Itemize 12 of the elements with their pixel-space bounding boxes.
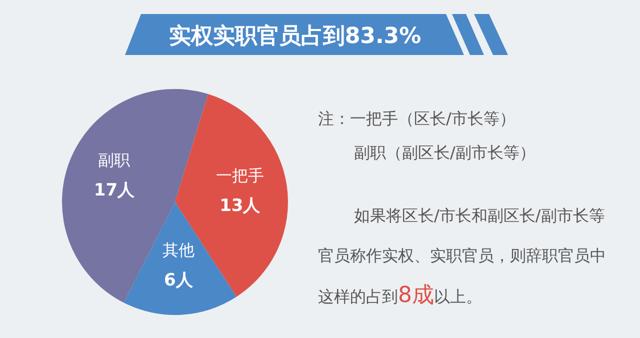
text: 注：一把手（区长/市长等） — [318, 108, 516, 130]
chart-title: 实权实职官员占到83.3% — [168, 23, 422, 49]
data-label: 6人 — [164, 270, 194, 290]
text: 以上。 — [434, 287, 482, 306]
pie-slice — [62, 89, 208, 303]
slice-label: 其他 — [162, 240, 194, 260]
slice-label: 一把手 — [216, 166, 264, 185]
data-label: 13人 — [220, 196, 262, 216]
text: 副职（副区长/副市长等） — [353, 142, 536, 164]
text: 8成 — [398, 283, 434, 308]
data-label: 17人 — [94, 180, 136, 200]
slice-label: 副职 — [98, 150, 130, 170]
